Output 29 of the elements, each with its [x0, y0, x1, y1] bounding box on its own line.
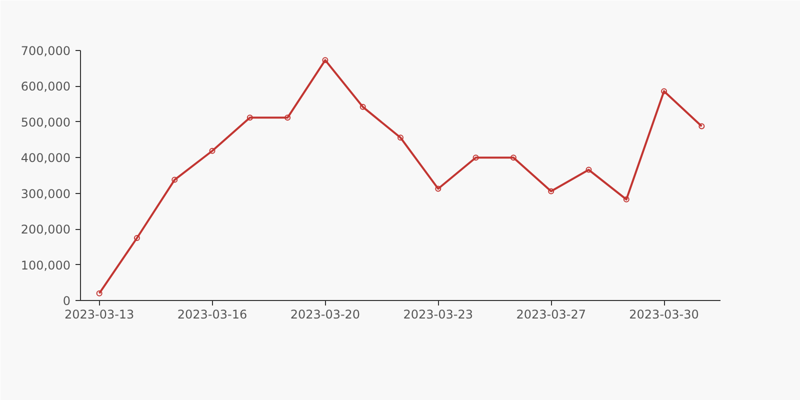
x-tick-label: 2023-03-16 — [177, 308, 248, 322]
point — [172, 176, 178, 183]
y-tick-label: 100,000 — [20, 258, 70, 272]
point — [360, 104, 366, 110]
point — [661, 88, 668, 94]
x-tick-label: 2023-03-30 — [629, 308, 699, 322]
y-tick-label: 500,000 — [20, 115, 70, 130]
point — [435, 186, 442, 192]
y-tick-label: 700,000 — [20, 44, 70, 58]
point — [134, 235, 140, 241]
x-tick-label: 2023-03-13 — [64, 308, 134, 322]
point — [398, 134, 404, 141]
point — [284, 114, 291, 121]
point — [472, 154, 479, 161]
point — [246, 114, 253, 121]
point — [548, 188, 554, 194]
y-tick-label: 200,000 — [20, 222, 70, 237]
point — [623, 196, 630, 202]
y-tick-label: 400,000 — [20, 151, 70, 166]
x-tick-label: 2023-03-27 — [516, 308, 586, 322]
point — [586, 166, 592, 173]
y-tick-label: 300,000 — [20, 186, 70, 201]
point — [322, 57, 328, 64]
y-tick-label: 600,000 — [20, 80, 70, 94]
point — [209, 148, 216, 154]
x-tick-label: 2023-03-23 — [403, 308, 474, 322]
x-tick-label: 2023-03-20 — [290, 308, 360, 322]
y-tick-label: 0 — [62, 294, 71, 308]
point — [510, 154, 516, 161]
